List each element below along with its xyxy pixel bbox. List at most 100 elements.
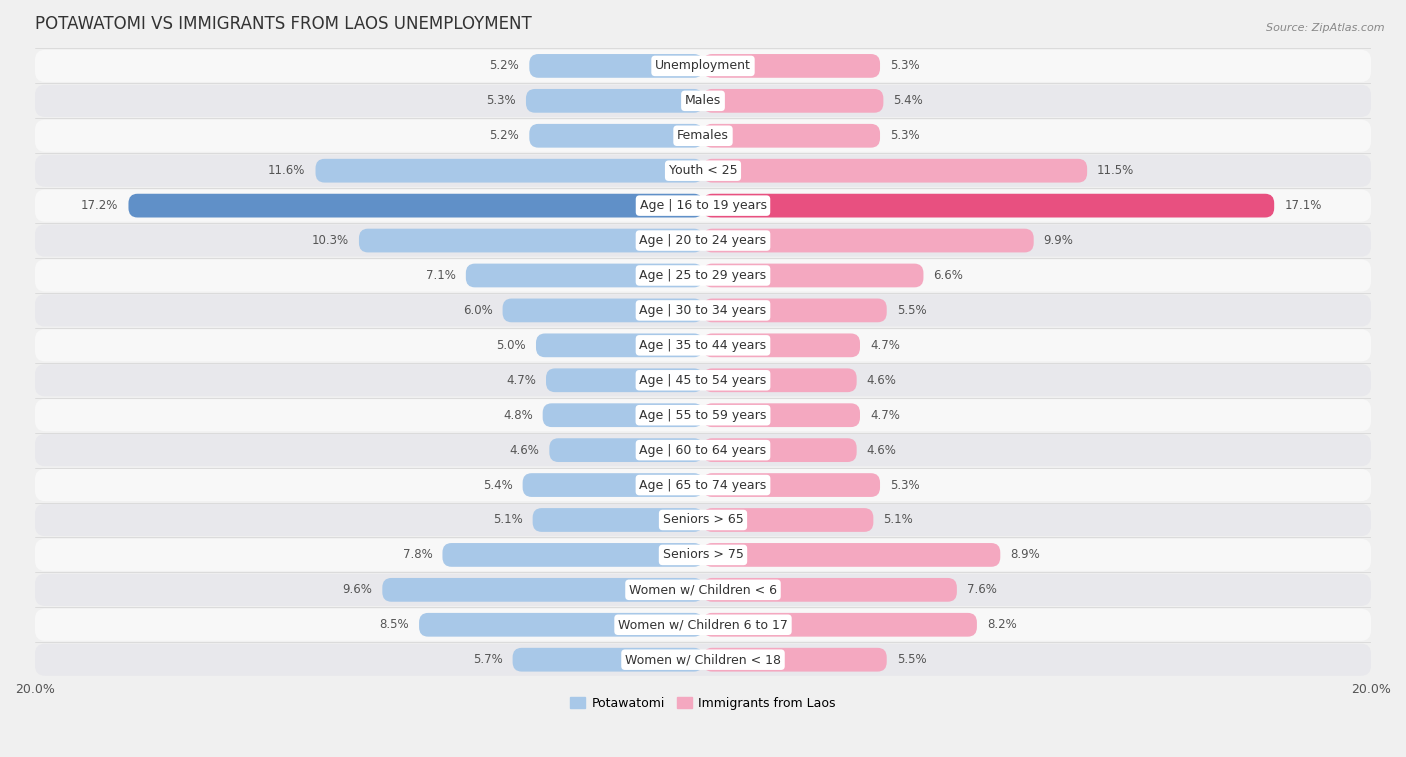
Text: 5.3%: 5.3% (486, 95, 516, 107)
Text: 5.7%: 5.7% (472, 653, 502, 666)
Text: 6.0%: 6.0% (463, 304, 492, 317)
Text: 7.8%: 7.8% (402, 548, 433, 562)
Text: 17.1%: 17.1% (1284, 199, 1322, 212)
FancyBboxPatch shape (35, 399, 1371, 431)
Text: 10.3%: 10.3% (312, 234, 349, 247)
FancyBboxPatch shape (703, 578, 957, 602)
FancyBboxPatch shape (703, 54, 880, 78)
FancyBboxPatch shape (703, 298, 887, 322)
Text: Age | 25 to 29 years: Age | 25 to 29 years (640, 269, 766, 282)
FancyBboxPatch shape (703, 648, 887, 671)
FancyBboxPatch shape (502, 298, 703, 322)
FancyBboxPatch shape (550, 438, 703, 462)
FancyBboxPatch shape (35, 469, 1371, 501)
FancyBboxPatch shape (35, 609, 1371, 641)
Text: Age | 30 to 34 years: Age | 30 to 34 years (640, 304, 766, 317)
FancyBboxPatch shape (529, 124, 703, 148)
Text: 5.0%: 5.0% (496, 339, 526, 352)
FancyBboxPatch shape (543, 403, 703, 427)
Text: Women w/ Children 6 to 17: Women w/ Children 6 to 17 (619, 618, 787, 631)
FancyBboxPatch shape (35, 539, 1371, 571)
FancyBboxPatch shape (443, 543, 703, 567)
FancyBboxPatch shape (523, 473, 703, 497)
Legend: Potawatomi, Immigrants from Laos: Potawatomi, Immigrants from Laos (565, 692, 841, 715)
Text: 4.7%: 4.7% (506, 374, 536, 387)
FancyBboxPatch shape (359, 229, 703, 252)
Text: 4.7%: 4.7% (870, 339, 900, 352)
FancyBboxPatch shape (513, 648, 703, 671)
Text: 4.6%: 4.6% (866, 374, 897, 387)
Text: 9.6%: 9.6% (343, 584, 373, 597)
FancyBboxPatch shape (703, 194, 1274, 217)
Text: Age | 35 to 44 years: Age | 35 to 44 years (640, 339, 766, 352)
Text: Unemployment: Unemployment (655, 59, 751, 73)
Text: 11.5%: 11.5% (1097, 164, 1135, 177)
Text: Age | 16 to 19 years: Age | 16 to 19 years (640, 199, 766, 212)
Text: 9.9%: 9.9% (1043, 234, 1074, 247)
Text: Age | 55 to 59 years: Age | 55 to 59 years (640, 409, 766, 422)
FancyBboxPatch shape (703, 263, 924, 288)
Text: 4.6%: 4.6% (866, 444, 897, 456)
FancyBboxPatch shape (703, 159, 1087, 182)
FancyBboxPatch shape (35, 364, 1371, 397)
Text: Seniors > 65: Seniors > 65 (662, 513, 744, 526)
Text: 5.4%: 5.4% (893, 95, 924, 107)
FancyBboxPatch shape (35, 225, 1371, 257)
Text: 7.6%: 7.6% (967, 584, 997, 597)
Text: 6.6%: 6.6% (934, 269, 963, 282)
FancyBboxPatch shape (533, 508, 703, 532)
Text: 8.9%: 8.9% (1011, 548, 1040, 562)
Text: Women w/ Children < 6: Women w/ Children < 6 (628, 584, 778, 597)
Text: Age | 60 to 64 years: Age | 60 to 64 years (640, 444, 766, 456)
FancyBboxPatch shape (35, 260, 1371, 291)
FancyBboxPatch shape (419, 613, 703, 637)
Text: 5.3%: 5.3% (890, 59, 920, 73)
FancyBboxPatch shape (35, 189, 1371, 222)
FancyBboxPatch shape (703, 334, 860, 357)
Text: 8.2%: 8.2% (987, 618, 1017, 631)
FancyBboxPatch shape (703, 613, 977, 637)
FancyBboxPatch shape (465, 263, 703, 288)
Text: Males: Males (685, 95, 721, 107)
Text: 5.1%: 5.1% (494, 513, 523, 526)
FancyBboxPatch shape (703, 89, 883, 113)
Text: 17.2%: 17.2% (82, 199, 118, 212)
Text: 11.6%: 11.6% (269, 164, 305, 177)
FancyBboxPatch shape (35, 329, 1371, 361)
Text: Seniors > 75: Seniors > 75 (662, 548, 744, 562)
Text: 5.3%: 5.3% (890, 129, 920, 142)
Text: 5.5%: 5.5% (897, 304, 927, 317)
Text: 5.4%: 5.4% (482, 478, 513, 491)
Text: 5.2%: 5.2% (489, 129, 519, 142)
FancyBboxPatch shape (35, 154, 1371, 187)
FancyBboxPatch shape (703, 229, 1033, 252)
FancyBboxPatch shape (35, 434, 1371, 466)
FancyBboxPatch shape (382, 578, 703, 602)
Text: 5.1%: 5.1% (883, 513, 912, 526)
Text: POTAWATOMI VS IMMIGRANTS FROM LAOS UNEMPLOYMENT: POTAWATOMI VS IMMIGRANTS FROM LAOS UNEMP… (35, 15, 531, 33)
FancyBboxPatch shape (703, 124, 880, 148)
Text: Females: Females (678, 129, 728, 142)
Text: Age | 65 to 74 years: Age | 65 to 74 years (640, 478, 766, 491)
FancyBboxPatch shape (35, 85, 1371, 117)
FancyBboxPatch shape (35, 120, 1371, 152)
FancyBboxPatch shape (35, 504, 1371, 536)
Text: 4.6%: 4.6% (509, 444, 540, 456)
FancyBboxPatch shape (703, 473, 880, 497)
FancyBboxPatch shape (536, 334, 703, 357)
Text: 8.5%: 8.5% (380, 618, 409, 631)
Text: Age | 20 to 24 years: Age | 20 to 24 years (640, 234, 766, 247)
Text: 7.1%: 7.1% (426, 269, 456, 282)
FancyBboxPatch shape (35, 294, 1371, 326)
FancyBboxPatch shape (35, 643, 1371, 676)
FancyBboxPatch shape (703, 508, 873, 532)
Text: Women w/ Children < 18: Women w/ Children < 18 (626, 653, 780, 666)
Text: 5.3%: 5.3% (890, 478, 920, 491)
Text: 5.2%: 5.2% (489, 59, 519, 73)
FancyBboxPatch shape (315, 159, 703, 182)
FancyBboxPatch shape (546, 369, 703, 392)
FancyBboxPatch shape (35, 50, 1371, 82)
Text: 5.5%: 5.5% (897, 653, 927, 666)
FancyBboxPatch shape (703, 438, 856, 462)
FancyBboxPatch shape (703, 403, 860, 427)
